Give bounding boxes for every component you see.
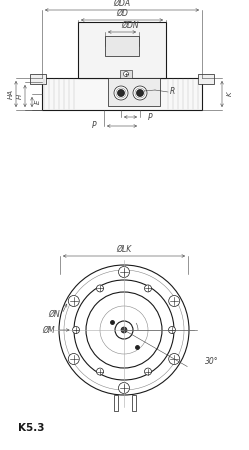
Circle shape xyxy=(119,382,129,393)
Circle shape xyxy=(169,354,180,364)
Text: ØD: ØD xyxy=(116,9,128,18)
Circle shape xyxy=(114,86,128,100)
Text: P: P xyxy=(91,122,96,130)
Text: K5.3: K5.3 xyxy=(18,423,45,433)
Bar xyxy=(132,395,136,411)
Bar xyxy=(42,78,202,110)
Circle shape xyxy=(169,296,180,306)
Text: 30°: 30° xyxy=(205,357,219,366)
Bar xyxy=(30,74,46,84)
Bar xyxy=(114,395,118,411)
Circle shape xyxy=(68,296,79,306)
Circle shape xyxy=(72,327,79,333)
Circle shape xyxy=(124,72,128,76)
Bar xyxy=(105,36,139,56)
Text: P: P xyxy=(148,112,153,122)
Circle shape xyxy=(59,265,189,395)
Circle shape xyxy=(144,368,151,375)
Circle shape xyxy=(74,280,174,380)
Text: HA: HA xyxy=(8,89,14,99)
Text: E: E xyxy=(35,100,41,104)
Circle shape xyxy=(97,285,104,292)
Circle shape xyxy=(119,266,129,278)
Text: ØDA: ØDA xyxy=(114,0,130,8)
Circle shape xyxy=(86,292,162,368)
Circle shape xyxy=(136,90,143,96)
Text: ØLK: ØLK xyxy=(116,245,132,254)
Bar xyxy=(198,74,214,84)
Text: H: H xyxy=(17,94,23,99)
Circle shape xyxy=(144,285,151,292)
Bar xyxy=(120,70,132,78)
Bar xyxy=(108,78,160,106)
Circle shape xyxy=(118,90,124,96)
Text: ØN: ØN xyxy=(48,310,60,319)
Text: ØDN: ØDN xyxy=(121,21,139,30)
Circle shape xyxy=(169,327,176,333)
Text: ØM: ØM xyxy=(42,325,55,334)
Circle shape xyxy=(121,327,127,333)
Circle shape xyxy=(133,86,147,100)
Bar xyxy=(78,22,166,78)
Circle shape xyxy=(115,321,133,339)
Text: R: R xyxy=(170,87,175,96)
Text: K: K xyxy=(227,92,233,96)
Circle shape xyxy=(68,354,79,364)
Circle shape xyxy=(97,368,104,375)
